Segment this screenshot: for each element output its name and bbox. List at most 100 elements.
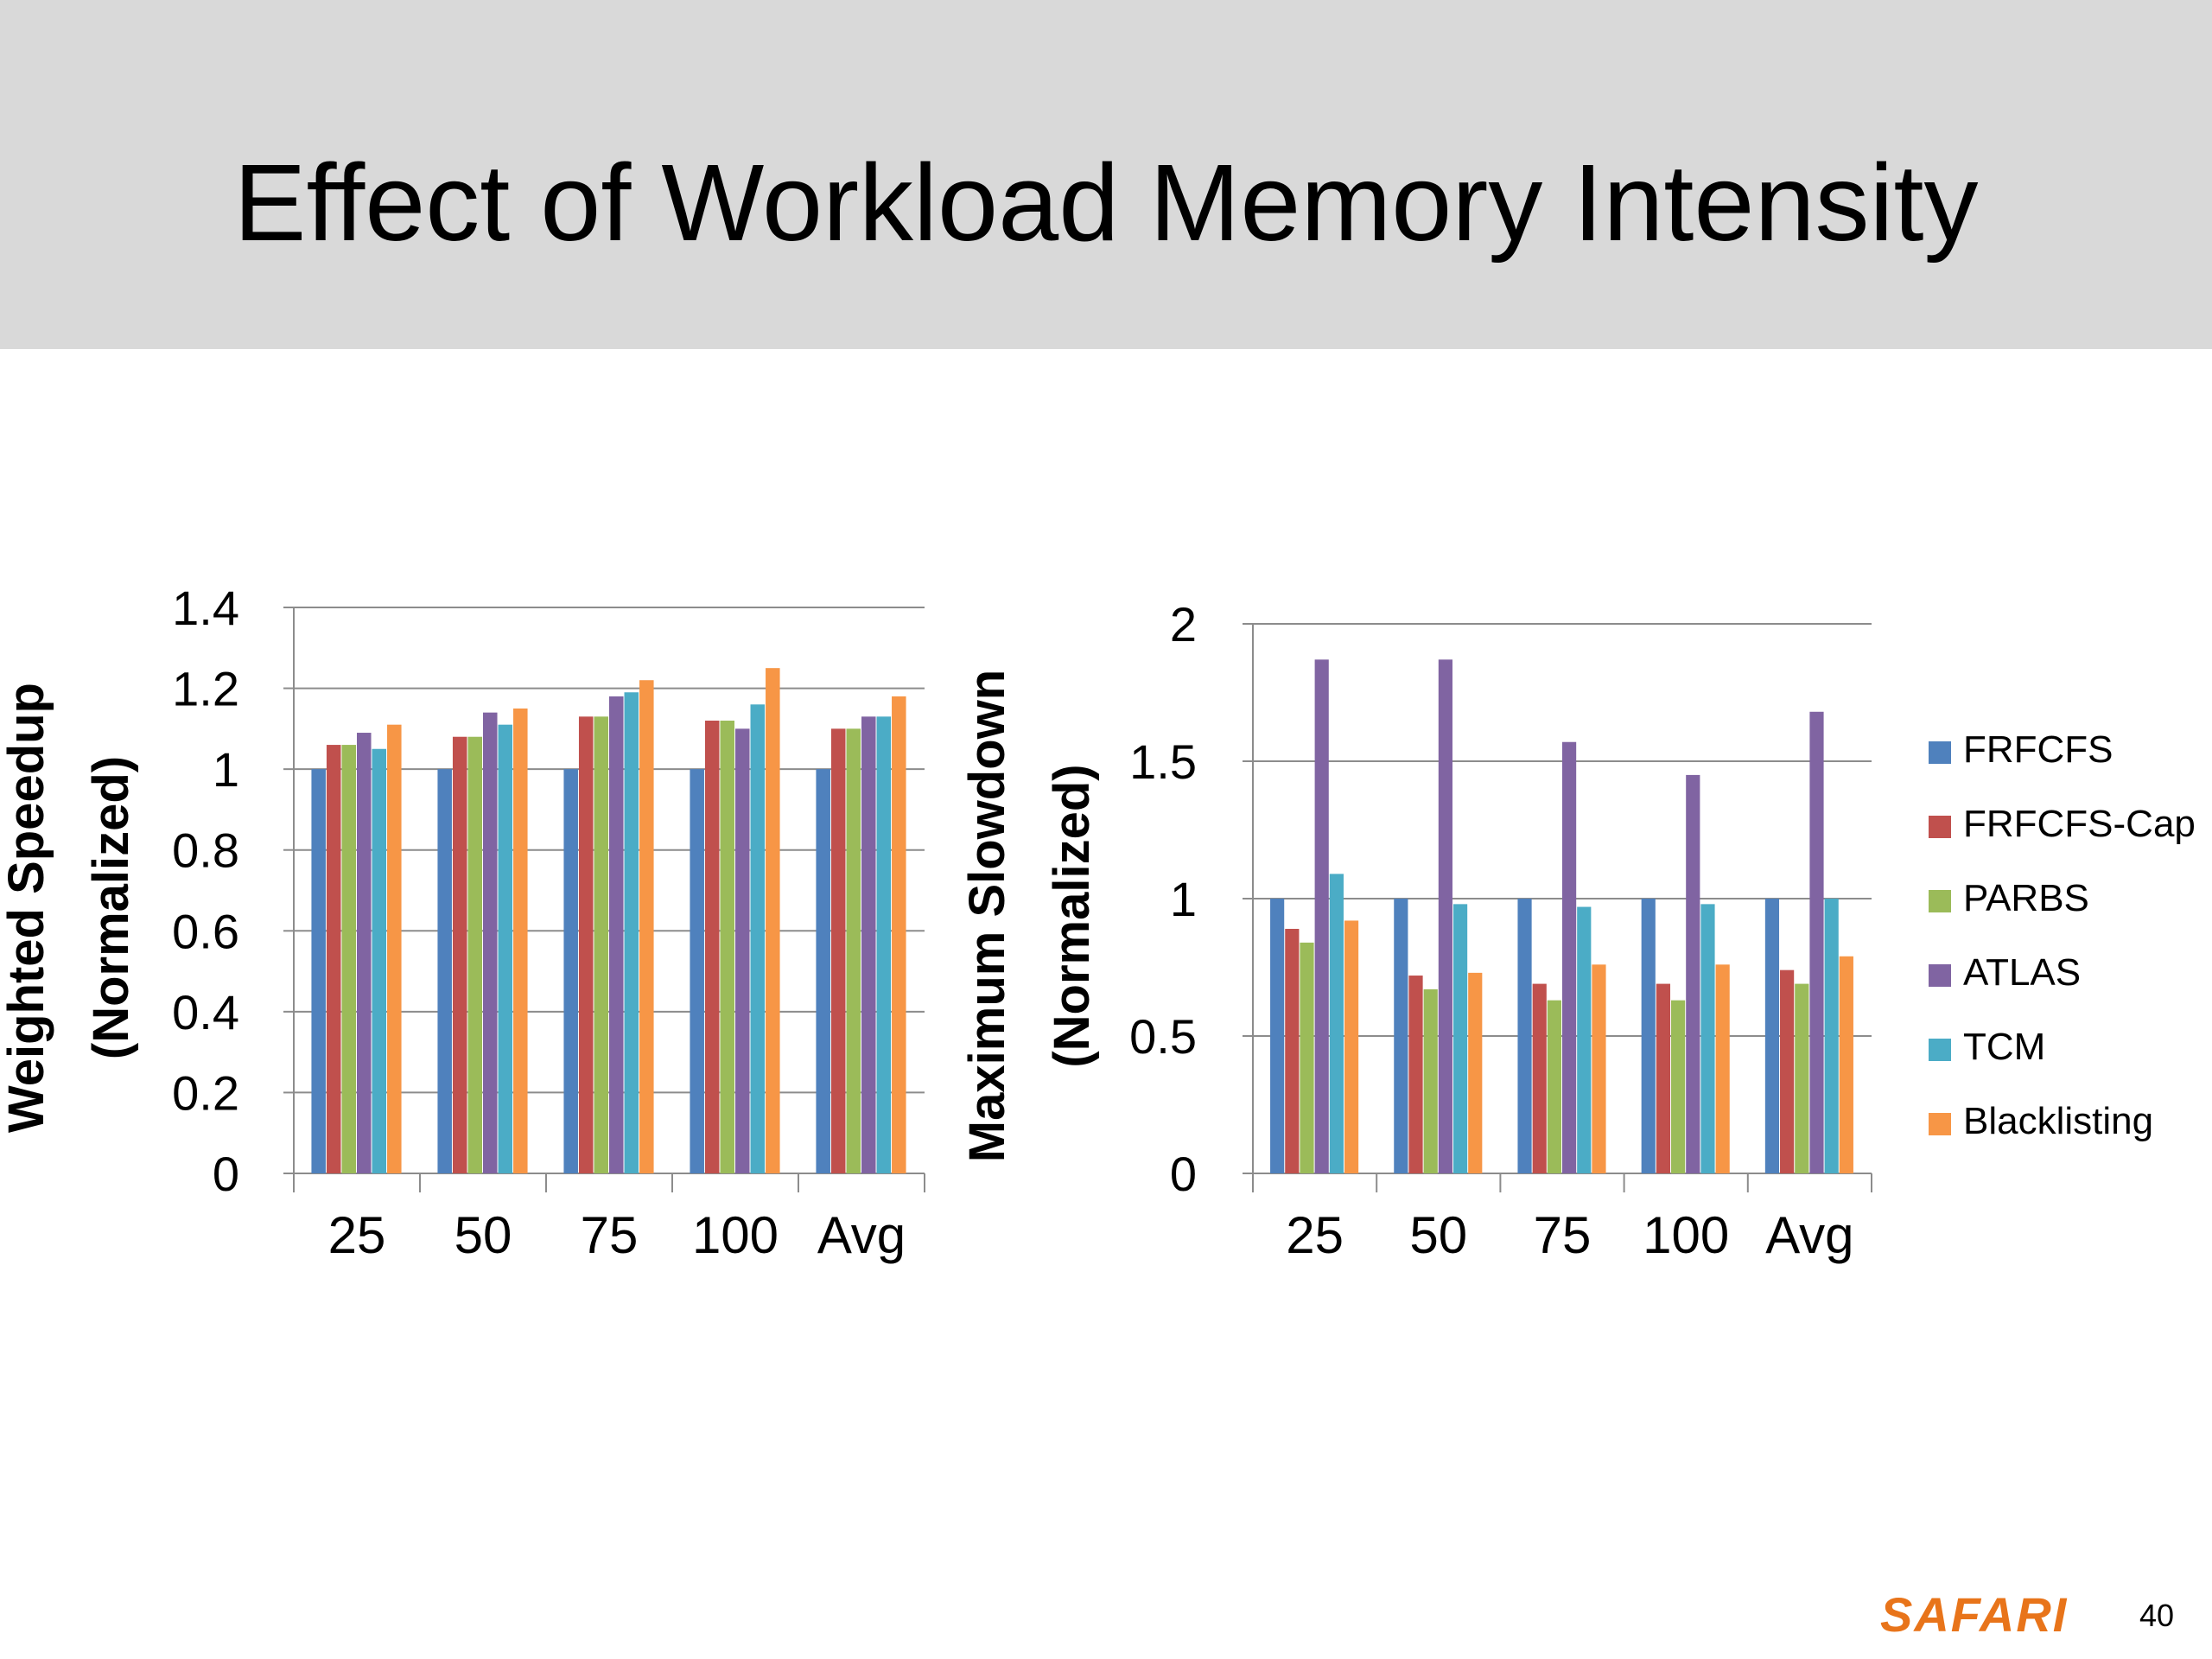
bar-atlas-50 — [483, 712, 498, 1173]
bar-frfcfs-avg — [816, 769, 830, 1173]
bar-atlas-75 — [609, 696, 624, 1173]
bar-tcm-avg — [1824, 899, 1839, 1173]
bar-frfcfs-cap-100 — [1656, 983, 1671, 1173]
x-category-label: Avg — [1765, 1206, 1853, 1264]
bar-atlas-100 — [735, 728, 750, 1173]
bar-frfcfs-cap-avg — [1780, 969, 1795, 1173]
y-tick-label: 0.4 — [172, 985, 239, 1039]
bar-frfcfs-25 — [1270, 899, 1285, 1173]
bar-frfcfs-50 — [437, 769, 452, 1173]
bar-atlas-25 — [1314, 659, 1329, 1173]
y-tick-label: 0.5 — [1129, 1009, 1197, 1064]
y-axis-title: (Normalized) — [83, 756, 139, 1059]
x-category-label: 25 — [1286, 1206, 1344, 1264]
legend-swatch-parbs — [1929, 890, 1951, 912]
bar-tcm-100 — [750, 704, 766, 1173]
bar-parbs-50 — [467, 736, 482, 1173]
bar-parbs-50 — [1423, 988, 1438, 1173]
legend-swatch-tcm — [1929, 1039, 1951, 1061]
legend-label: ATLAS — [1963, 951, 2081, 994]
bar-atlas-25 — [357, 733, 372, 1173]
x-category-label: 100 — [692, 1206, 779, 1264]
x-category-label: 50 — [1409, 1206, 1467, 1264]
legend-label: PARBS — [1963, 877, 2089, 919]
x-category-label: 25 — [328, 1206, 386, 1264]
bar-frfcfs-cap-100 — [704, 721, 720, 1173]
bar-frfcfs-cap-50 — [1408, 976, 1423, 1173]
bar-frfcfs-cap-75 — [1532, 983, 1547, 1173]
y-axis-title: Weighted Speedup — [0, 683, 54, 1133]
y-tick-label: 1.2 — [172, 662, 239, 716]
y-tick-label: 1.5 — [1129, 734, 1197, 789]
maximum-slowdown-chart: 0 0.5 1 1.5 2 25 50 75 100 Avg Maximum Slowdown (No… — [959, 597, 1872, 1264]
bar-blacklisting-75 — [1592, 964, 1606, 1173]
bar-blacklisting-100 — [1715, 964, 1730, 1173]
y-tick-label: 0 — [213, 1147, 239, 1201]
bar-atlas-100 — [1686, 774, 1700, 1173]
legend-swatch-atlas — [1929, 964, 1951, 987]
bar-frfcfs-100 — [690, 769, 704, 1173]
x-category-label: 100 — [1643, 1206, 1729, 1264]
bar-tcm-50 — [1452, 904, 1468, 1173]
y-tick-label: 0.2 — [172, 1065, 239, 1120]
bar-tcm-25 — [372, 748, 387, 1173]
bar-parbs-100 — [1671, 1000, 1686, 1173]
bar-frfcfs-50 — [1394, 899, 1408, 1173]
bar-frfcfs-75 — [1517, 899, 1532, 1173]
bar-blacklisting-25 — [1344, 920, 1359, 1173]
bar-tcm-50 — [498, 724, 513, 1173]
bar-frfcfs-25 — [311, 769, 326, 1173]
legend-swatch-frfcfs-cap — [1929, 816, 1951, 838]
bar-tcm-75 — [1577, 906, 1592, 1173]
y-tick-label: 0.6 — [172, 904, 239, 958]
slide-title: Effect of Workload Memory Intensity — [233, 142, 1979, 264]
title-banner: Effect of Workload Memory Intensity — [0, 0, 2212, 349]
x-category-label: 50 — [454, 1206, 512, 1264]
x-category-label: 75 — [1534, 1206, 1592, 1264]
y-tick-label: 0.8 — [172, 823, 239, 878]
page-number: 40 — [2139, 1598, 2175, 1633]
legend-swatch-frfcfs — [1929, 741, 1951, 764]
bar-parbs-avg — [1795, 983, 1809, 1173]
legend-swatch-blacklisting — [1929, 1113, 1951, 1135]
bar-blacklisting-50 — [513, 708, 528, 1173]
weighted-speedup-chart: 0 0.2 0.4 0.6 0.8 1 1.2 1.4 25 50 75 100 Avg Weighted… — [0, 581, 925, 1264]
y-tick-label: 1 — [213, 742, 239, 797]
y-tick-label: 1 — [1170, 872, 1197, 926]
bar-blacklisting-75 — [639, 680, 654, 1173]
legend-label: TCM — [1963, 1026, 2045, 1068]
bar-frfcfs-cap-50 — [452, 736, 467, 1173]
bar-frfcfs-cap-avg — [830, 728, 846, 1173]
bar-atlas-avg — [861, 716, 876, 1173]
bar-tcm-75 — [624, 692, 639, 1173]
y-tick-label: 2 — [1170, 597, 1197, 652]
bar-parbs-25 — [341, 745, 356, 1173]
bar-frfcfs-cap-25 — [326, 745, 341, 1173]
bar-parbs-100 — [720, 721, 734, 1173]
chart-legend: FRFCFS FRFCFS-Cap PARBS ATLAS TCM Blacklistin… — [1929, 728, 2196, 1142]
bar-parbs-75 — [1547, 1000, 1561, 1173]
bar-blacklisting-avg — [1839, 956, 1853, 1173]
bar-atlas-75 — [1562, 741, 1577, 1173]
y-tick-label: 1.4 — [172, 581, 239, 635]
bar-blacklisting-25 — [387, 724, 402, 1173]
legend-label: Blacklisting — [1963, 1100, 2153, 1142]
bar-atlas-avg — [1809, 711, 1824, 1173]
y-axis-title: Maximum Slowdown — [959, 670, 1015, 1162]
bar-blacklisting-avg — [892, 696, 906, 1173]
y-axis-title: (Normalized) — [1044, 764, 1100, 1067]
x-category-label: Avg — [817, 1206, 906, 1264]
bar-tcm-25 — [1329, 874, 1344, 1173]
bar-frfcfs-75 — [563, 769, 578, 1173]
safari-logo: SAFARI — [1880, 1587, 2069, 1642]
bar-frfcfs-100 — [1641, 899, 1656, 1173]
bar-frfcfs-avg — [1764, 899, 1780, 1173]
bar-blacklisting-100 — [766, 668, 780, 1173]
bar-blacklisting-50 — [1468, 972, 1483, 1173]
bar-tcm-avg — [876, 716, 892, 1173]
x-category-label: 75 — [581, 1206, 639, 1264]
bar-parbs-75 — [594, 716, 608, 1173]
bar-atlas-50 — [1438, 659, 1452, 1173]
y-tick-label: 0 — [1170, 1147, 1197, 1201]
